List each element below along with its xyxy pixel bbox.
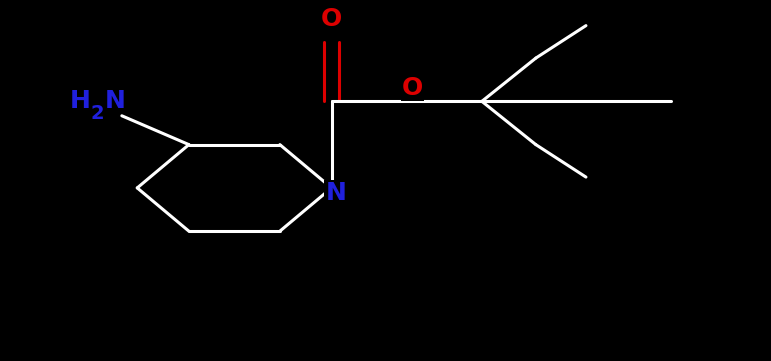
Text: 2: 2 (91, 104, 105, 123)
Text: H: H (69, 90, 90, 113)
Text: O: O (402, 75, 423, 100)
Text: N: N (325, 181, 347, 205)
Text: N: N (105, 90, 126, 113)
Text: O: O (321, 7, 342, 31)
